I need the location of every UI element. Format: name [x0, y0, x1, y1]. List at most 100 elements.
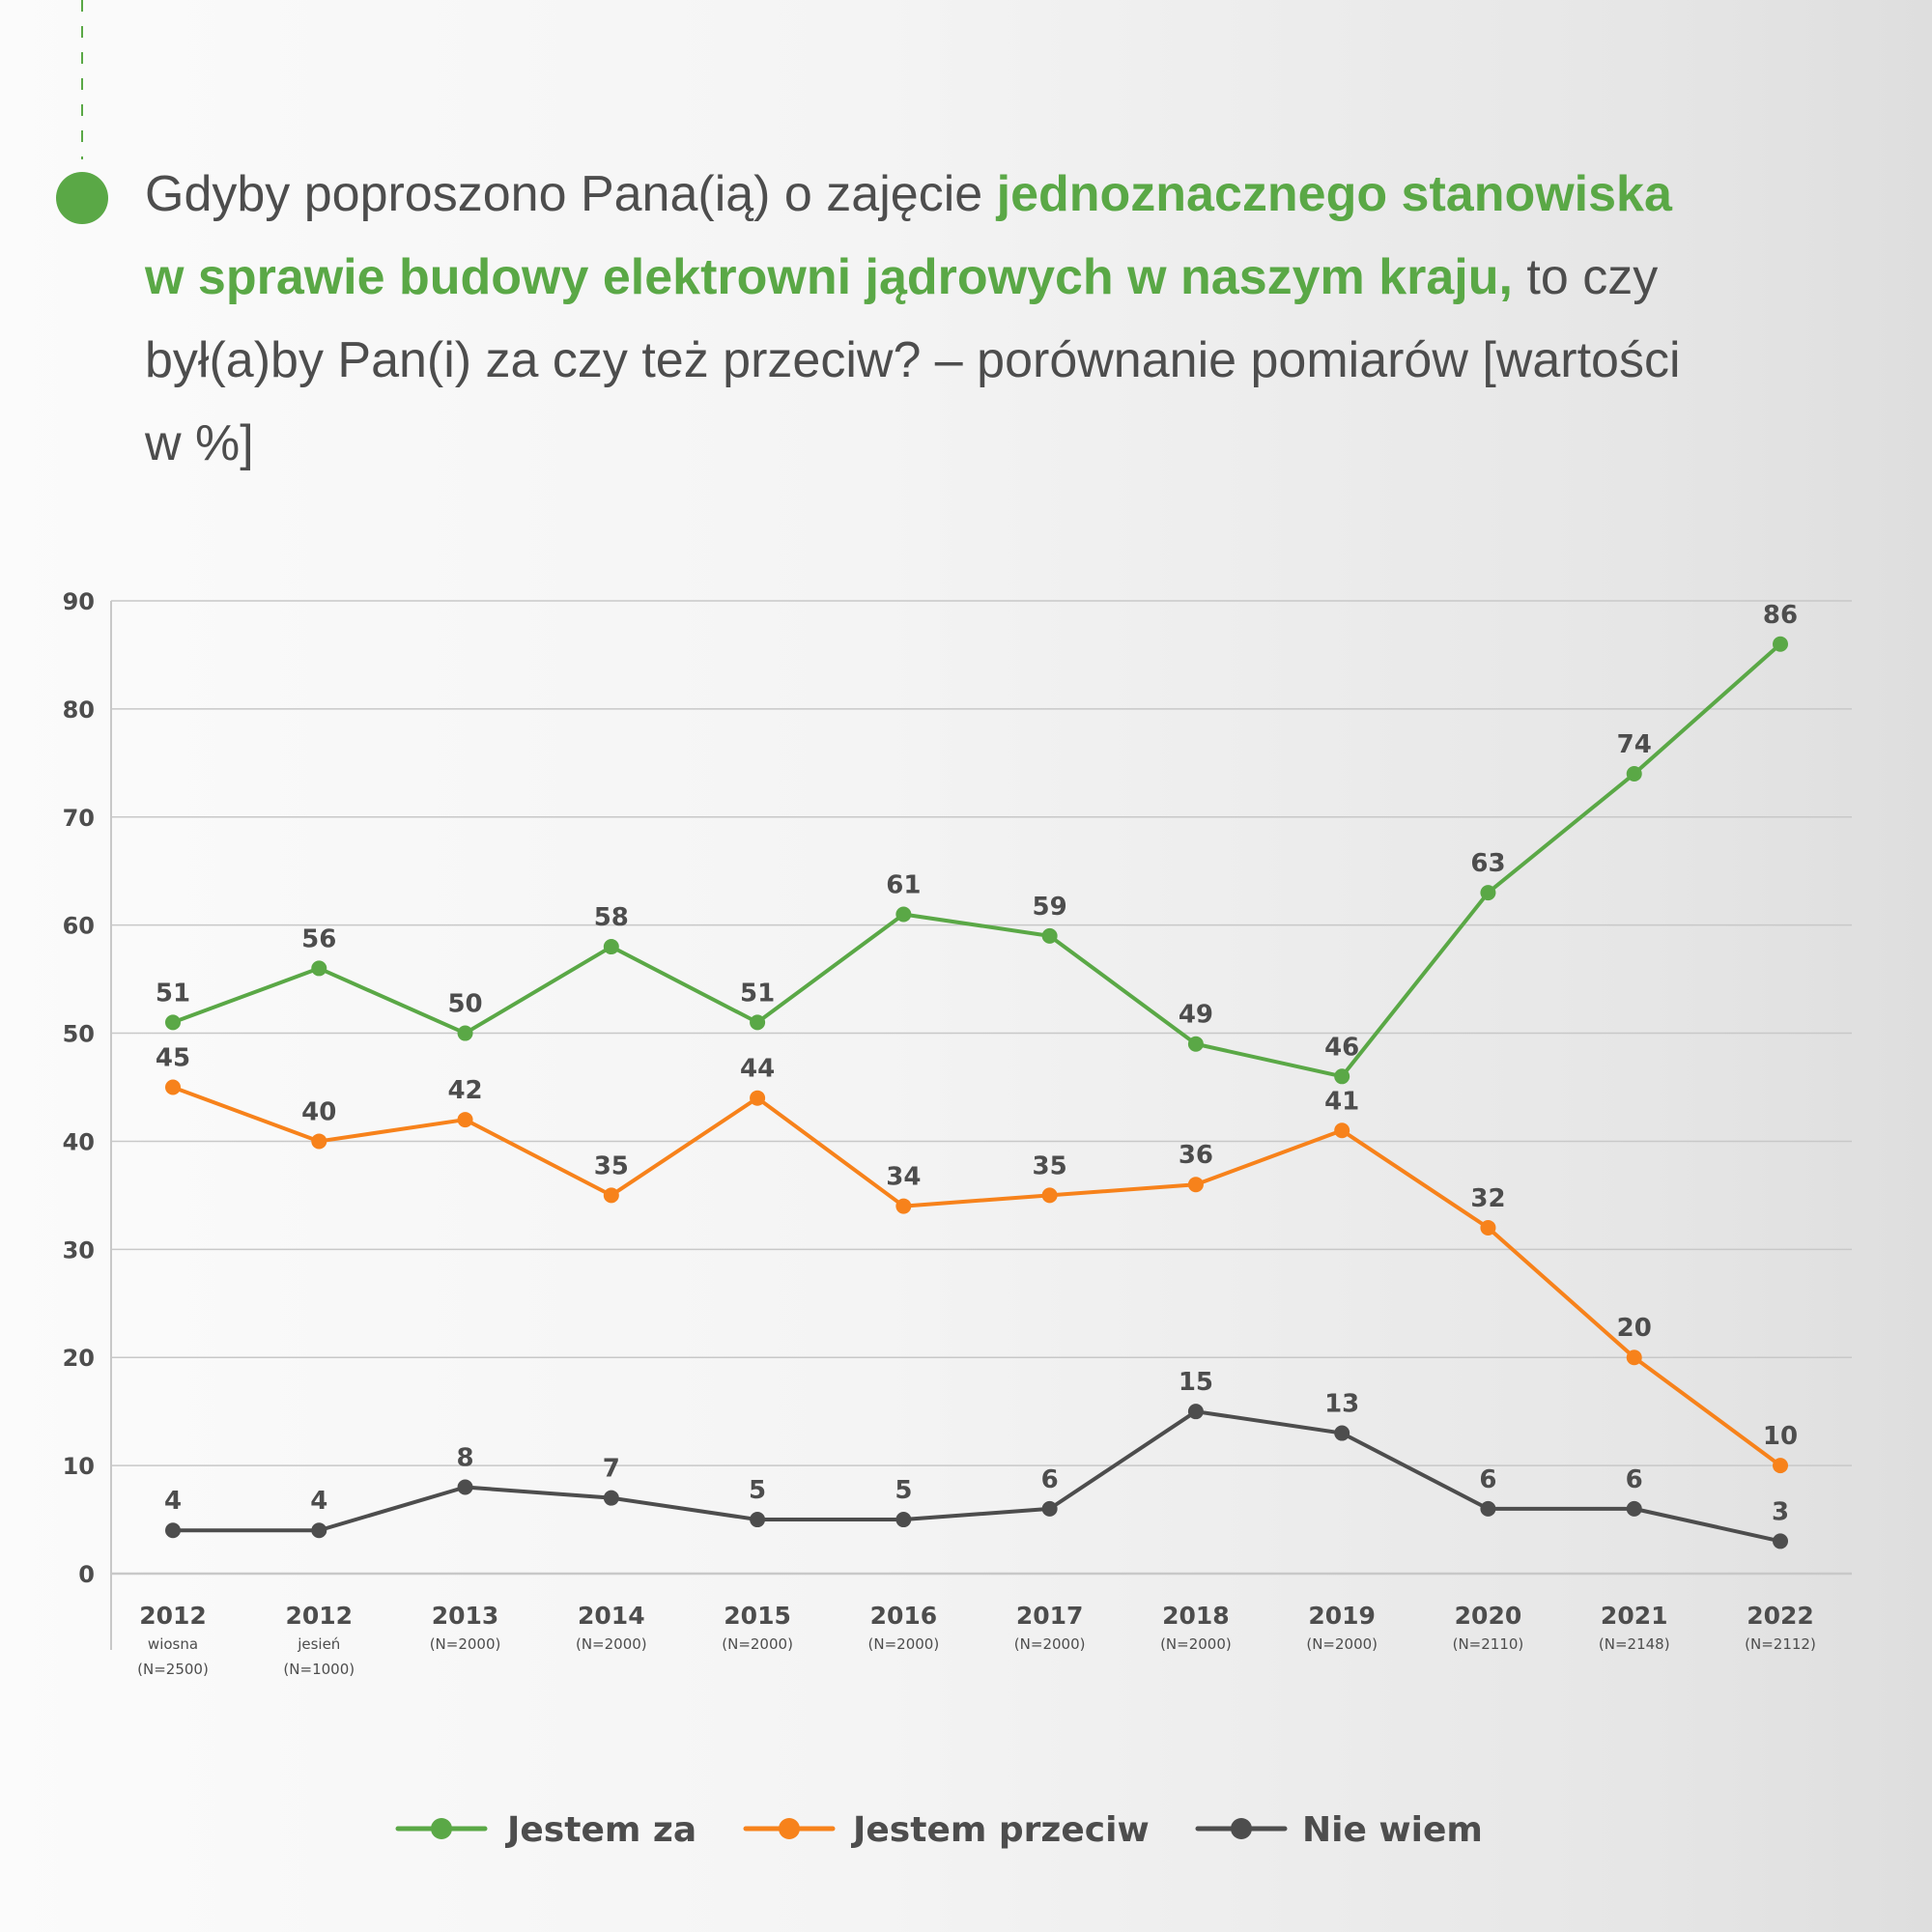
x-category-year: 2013: [432, 1602, 499, 1630]
data-point-for: [1334, 1068, 1350, 1085]
y-tick-label: 70: [63, 805, 95, 832]
x-category-year: 2019: [1308, 1602, 1376, 1630]
y-tick-label: 20: [63, 1345, 95, 1372]
data-label-for: 74: [1617, 730, 1652, 759]
y-tick-label: 90: [63, 588, 95, 615]
title-part-2: to czy był(a)by Pan(i) za czy też przeci…: [145, 249, 1681, 471]
data-label-dont_know: 5: [749, 1476, 766, 1505]
data-point-for: [311, 960, 327, 977]
data-label-against: 10: [1763, 1422, 1798, 1451]
y-tick-label: 0: [78, 1561, 95, 1588]
y-tick-label: 60: [63, 913, 95, 940]
x-category-sample: (N=2500): [137, 1661, 209, 1678]
data-point-for: [1041, 927, 1058, 944]
data-point-dont_know: [1334, 1425, 1350, 1441]
x-category-year: 2018: [1162, 1602, 1230, 1630]
data-point-dont_know: [1773, 1533, 1788, 1549]
data-label-dont_know: 3: [1772, 1497, 1789, 1526]
data-point-for: [1187, 1036, 1204, 1052]
data-label-dont_know: 7: [603, 1455, 620, 1484]
title-bullet-icon: [56, 172, 108, 224]
x-category-subtitle: (N=2000): [1306, 1635, 1378, 1653]
x-category-subtitle: (N=2110): [1453, 1635, 1524, 1653]
data-point-dont_know: [1480, 1500, 1496, 1517]
data-label-for: 61: [886, 870, 921, 899]
legend-item-for: Jestem za: [395, 1810, 696, 1850]
legend-item-dont_know: Nie wiem: [1195, 1810, 1483, 1850]
legend-marker-icon: [779, 1818, 800, 1839]
data-label-for: 46: [1324, 1033, 1359, 1062]
data-point-dont_know: [457, 1479, 473, 1495]
data-point-dont_know: [895, 1512, 912, 1528]
data-label-against: 40: [301, 1097, 336, 1126]
data-point-against: [750, 1090, 766, 1106]
data-label-for: 59: [1033, 893, 1067, 922]
chart-title: Gdyby poproszono Pana(ią) o zajęcie jedn…: [145, 153, 1690, 485]
x-category-subtitle: (N=2148): [1599, 1635, 1670, 1653]
title-part-1: Gdyby poproszono Pana(ią) o zajęcie: [145, 166, 997, 222]
x-category-year: 2014: [578, 1602, 645, 1630]
x-category-subtitle: (N=2000): [430, 1635, 501, 1653]
data-label-dont_know: 6: [1041, 1465, 1059, 1494]
data-point-against: [1334, 1122, 1350, 1139]
data-label-for: 86: [1763, 601, 1798, 630]
legend-marker-icon: [431, 1818, 452, 1839]
legend-label: Nie wiem: [1302, 1810, 1483, 1850]
x-category-year: 2012: [285, 1602, 353, 1630]
data-label-dont_know: 5: [895, 1476, 912, 1505]
x-category-sample: (N=1000): [283, 1661, 355, 1678]
data-point-against: [1626, 1350, 1642, 1366]
data-point-against: [1773, 1458, 1788, 1474]
series-line-against: [172, 1085, 1782, 1467]
data-label-dont_know: 6: [1626, 1465, 1643, 1494]
x-category-year: 2015: [724, 1602, 791, 1630]
data-label-against: 36: [1179, 1141, 1213, 1170]
data-label-against: 35: [594, 1151, 629, 1180]
x-category-subtitle: jesień: [297, 1635, 340, 1653]
legend-marker-icon: [1231, 1818, 1252, 1839]
legend-item-against: Jestem przeciw: [743, 1810, 1150, 1850]
x-category-subtitle: (N=2000): [1014, 1635, 1086, 1653]
x-category-year: 2022: [1747, 1602, 1814, 1630]
y-tick-label: 50: [63, 1021, 95, 1048]
series-lines: [165, 636, 1788, 1549]
data-point-dont_know: [165, 1522, 181, 1539]
data-point-against: [311, 1133, 327, 1150]
data-label-dont_know: 8: [456, 1443, 473, 1472]
data-point-against: [1480, 1219, 1496, 1236]
x-category-year: 2021: [1601, 1602, 1668, 1630]
legend-label: Jestem przeciw: [850, 1810, 1150, 1850]
y-tick-label: 80: [63, 696, 95, 724]
data-label-against: 32: [1470, 1184, 1505, 1213]
data-point-for: [895, 906, 912, 923]
data-label-against: 44: [740, 1055, 775, 1084]
data-point-for: [750, 1014, 766, 1031]
data-label-against: 41: [1324, 1087, 1359, 1116]
data-label-for: 50: [447, 990, 482, 1019]
data-point-dont_know: [603, 1490, 619, 1506]
data-point-for: [1773, 636, 1788, 652]
data-label-against: 42: [447, 1076, 482, 1105]
data-point-dont_know: [1626, 1500, 1642, 1517]
data-label-dont_know: 6: [1479, 1465, 1496, 1494]
data-point-dont_know: [1041, 1500, 1058, 1517]
data-label-dont_know: 13: [1324, 1390, 1359, 1419]
x-category-year: 2012: [139, 1602, 207, 1630]
data-point-for: [457, 1025, 473, 1041]
data-label-against: 45: [156, 1044, 190, 1073]
data-point-for: [1480, 885, 1496, 901]
x-category-year: 2017: [1016, 1602, 1084, 1630]
y-tick-label: 10: [63, 1453, 95, 1480]
x-category-year: 2016: [870, 1602, 938, 1630]
x-category-subtitle: (N=2000): [1160, 1635, 1232, 1653]
y-tick-label: 40: [63, 1128, 95, 1155]
series-line-for: [172, 642, 1782, 1079]
data-label-for: 58: [594, 903, 629, 932]
data-label-dont_know: 4: [164, 1487, 182, 1516]
legend-label: Jestem za: [504, 1810, 696, 1850]
data-point-against: [1187, 1177, 1204, 1193]
x-category-subtitle: (N=2000): [576, 1635, 647, 1653]
decorative-dashed-line: [81, 0, 83, 159]
series-line-dont_know: [173, 1409, 1781, 1544]
